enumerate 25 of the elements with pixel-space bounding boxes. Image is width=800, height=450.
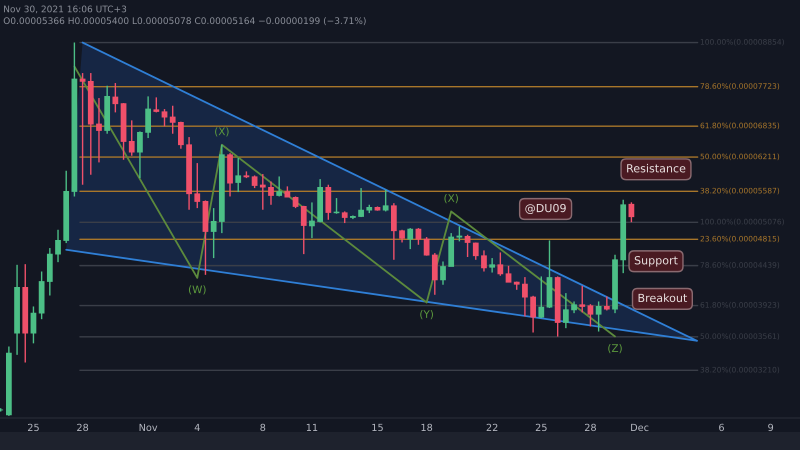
annotation: O0.00005366 H0.00005400 L0.00005078 C0.00005164 −0.00000199 (−3.71%) <box>4 17 366 26</box>
annotation: (X) <box>215 127 229 136</box>
x-tick-label: 25 <box>536 424 547 432</box>
x-tick-label: 28 <box>77 424 88 432</box>
x-tick-label: Dec <box>631 424 648 432</box>
x-tick-label: 18 <box>422 424 432 432</box>
annotation: @DU09 <box>525 204 566 214</box>
annotation: Resistance <box>627 164 686 173</box>
x-tick-label: 22 <box>486 424 498 431</box>
x-tick-label: 15 <box>372 424 383 432</box>
annotation: (Z) <box>608 344 622 354</box>
annotation: (X) <box>444 194 458 204</box>
x-tick-label: 11 <box>306 424 318 431</box>
annotation: Nov 30, 2021 16:06 UTC+3 <box>4 6 126 14</box>
x-tick-label: 8 <box>260 424 266 432</box>
annotation: (Y) <box>420 310 433 320</box>
annotation: (W) <box>188 285 206 295</box>
x-tick-label: 28 <box>584 424 596 432</box>
x-tick-label: 4 <box>194 424 200 431</box>
x-tick-label: Nov <box>140 424 158 432</box>
annotation: Breakout <box>638 293 688 302</box>
x-tick-label: 25 <box>28 424 39 432</box>
x-tick-label: 6 <box>719 424 724 432</box>
x-tick-label: 9 <box>768 424 774 432</box>
annotation: Support <box>634 256 678 267</box>
